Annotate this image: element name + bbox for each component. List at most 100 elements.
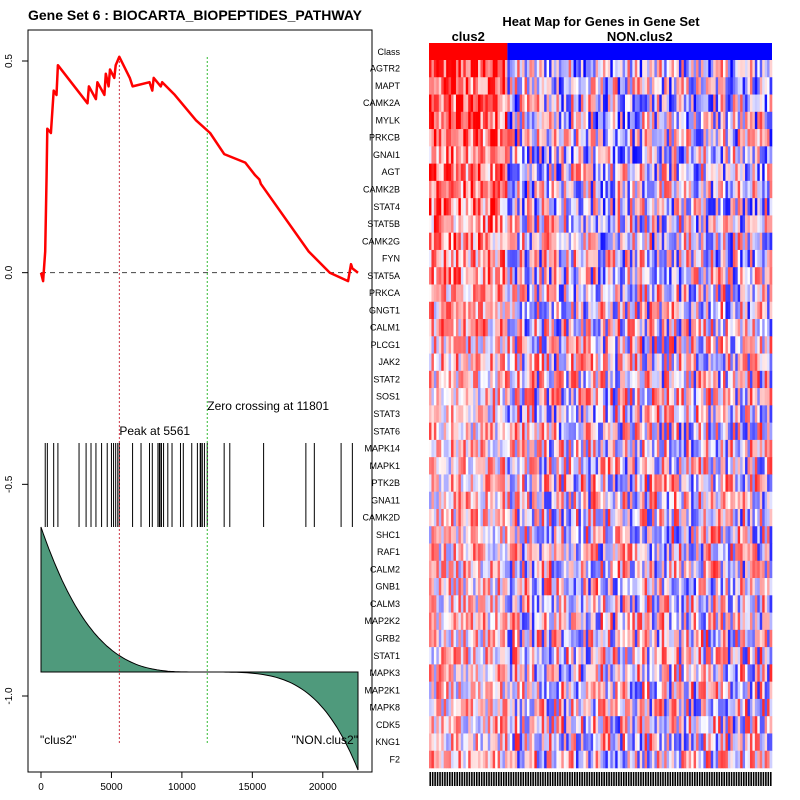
heatmap-cell	[504, 77, 508, 95]
heatmap-cell	[737, 370, 741, 389]
heatmap-cell	[553, 180, 557, 199]
heatmap-cell	[446, 284, 449, 303]
heatmap-cell	[647, 60, 650, 78]
heatmap-cell	[490, 491, 493, 510]
heatmap-cell	[465, 491, 469, 510]
heatmap-cell	[666, 543, 670, 562]
heatmap-cell	[495, 647, 498, 665]
heatmap-cell	[487, 457, 491, 475]
heatmap-cell	[688, 163, 692, 182]
heatmap-cell	[436, 595, 440, 613]
heatmap-cell	[544, 612, 547, 631]
heatmap-cell	[517, 595, 520, 613]
heatmap-cell	[703, 629, 707, 648]
heatmap-cell	[644, 457, 648, 475]
heatmap-cell	[539, 647, 542, 665]
heatmap-cell	[676, 301, 680, 320]
heatmap-cell	[441, 267, 444, 285]
heatmap-cell	[700, 215, 704, 233]
heatmap-cell	[441, 629, 444, 648]
heatmap-cell	[666, 647, 670, 665]
heatmap-cell	[622, 457, 626, 475]
heatmap-cell	[487, 353, 491, 372]
heatmap-cell	[553, 284, 557, 303]
heatmap-cell	[605, 180, 609, 199]
heatmap-cell	[730, 267, 734, 285]
heatmap-cell	[725, 198, 729, 216]
heatmap-cell	[693, 284, 697, 303]
heatmap-cell	[610, 405, 614, 423]
heatmap-cell	[433, 163, 437, 182]
heatmap-cell	[558, 60, 562, 78]
heatmap-cell	[727, 249, 731, 268]
heatmap-cell	[654, 129, 658, 147]
heatmap-cell	[691, 249, 694, 268]
heatmap-cell	[651, 422, 655, 441]
heatmap-cell	[509, 388, 513, 406]
heatmap-cell	[759, 163, 763, 182]
heatmap-cell	[453, 388, 457, 406]
heatmap-cell	[598, 215, 601, 233]
heatmap-cell	[563, 111, 567, 130]
heatmap-cell	[602, 629, 606, 648]
heatmap-cell	[593, 491, 596, 510]
heatmap-cell	[664, 629, 667, 648]
heatmap-cell	[544, 578, 547, 596]
heatmap-cell	[561, 94, 565, 113]
heatmap-cell	[585, 629, 589, 648]
heatmap-cell	[446, 94, 449, 113]
heatmap-cell	[480, 612, 484, 631]
heatmap-cell	[534, 578, 538, 596]
heatmap-cell	[448, 595, 452, 613]
heatmap-cell	[585, 336, 589, 354]
heatmap-cell	[713, 629, 716, 648]
heatmap-cell	[470, 422, 474, 441]
heatmap-cell	[615, 578, 618, 596]
heatmap-cell	[500, 612, 503, 631]
heatmap-cell	[647, 370, 650, 389]
heatmap-cell	[666, 370, 670, 389]
heatmap-cell	[573, 111, 577, 130]
heatmap-cell	[593, 560, 596, 579]
heatmap-cell	[715, 457, 719, 475]
heatmap-cell	[700, 111, 704, 130]
heatmap-cell	[732, 146, 736, 164]
heatmap-cell	[431, 664, 435, 682]
heatmap-cell	[441, 301, 444, 320]
heatmap-cell	[759, 267, 763, 285]
heatmap-cell	[451, 301, 454, 320]
heatmap-cell	[678, 388, 682, 406]
heatmap-cell	[566, 336, 569, 354]
heatmap-cell	[482, 94, 486, 113]
heatmap-cell	[502, 526, 506, 544]
heatmap-cell	[507, 508, 511, 527]
heatmap-cell	[757, 491, 761, 510]
heatmap-cell	[551, 612, 555, 631]
heatmap-cell	[700, 595, 704, 613]
heatmap-cell	[482, 560, 486, 579]
heatmap-cell	[512, 60, 516, 78]
heatmap-cell	[441, 664, 444, 682]
heatmap-cell	[583, 595, 587, 613]
heatmap-cell	[754, 439, 758, 458]
heatmap-cell	[590, 77, 594, 95]
heatmap-cell	[769, 60, 773, 78]
heatmap-cell	[546, 232, 550, 251]
heatmap-cell	[762, 77, 765, 95]
heatmap-cell	[514, 578, 518, 596]
heatmap-cell	[683, 267, 687, 285]
heatmap-cell	[593, 111, 596, 130]
heatmap-cell	[637, 439, 640, 458]
heatmap-cell	[507, 578, 511, 596]
heatmap-cell	[509, 491, 513, 510]
heatmap-cell	[541, 249, 545, 268]
heatmap-cell	[568, 146, 572, 164]
heatmap-cell	[441, 647, 444, 665]
heatmap-cell	[534, 647, 538, 665]
heatmap-cell	[475, 284, 479, 303]
heatmap-cell	[678, 94, 682, 113]
heatmap-cell	[647, 491, 650, 510]
heatmap-cell	[468, 353, 471, 372]
heatmap-cell	[455, 284, 459, 303]
heatmap-cell	[708, 301, 712, 320]
